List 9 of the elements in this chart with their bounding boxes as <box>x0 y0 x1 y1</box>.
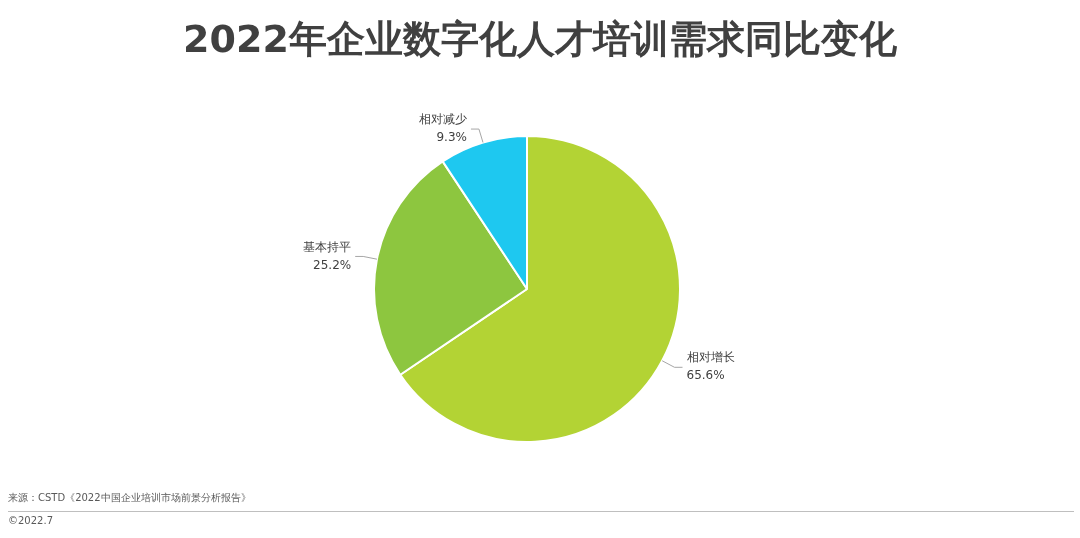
data-label: 9.3% <box>436 130 467 145</box>
source-note: 来源：CSTD《2022中国企业培训市场前景分析报告》 <box>8 491 251 505</box>
chart-title: 2022年企业数字化人才培训需求同比变化 <box>182 16 898 63</box>
slice-label: 基本持平 <box>303 239 352 254</box>
slice-label: 相对减少 <box>418 112 467 127</box>
data-label: 25.2% <box>313 257 352 272</box>
text: ©2022.7 <box>8 515 53 526</box>
slice-label: 相对增长 <box>686 350 735 365</box>
data-label: 65.6% <box>686 368 725 383</box>
